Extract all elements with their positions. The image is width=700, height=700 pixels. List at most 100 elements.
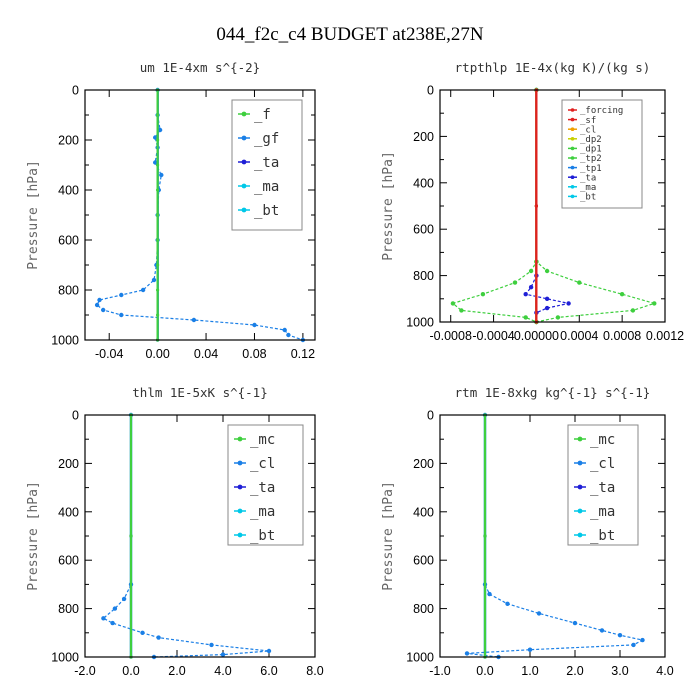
x-tick-label: -0.04 [95, 347, 124, 361]
legend-marker [241, 135, 247, 141]
data-point [121, 596, 127, 602]
data-point [487, 591, 492, 597]
data-point [617, 633, 623, 638]
data-point [101, 307, 106, 313]
data-point [119, 312, 124, 318]
data-point [191, 317, 197, 323]
legend-marker [241, 207, 247, 213]
series-line-tp2 [535, 90, 657, 323]
data-point [129, 534, 133, 538]
y-axis-label: Pressure [hPa] [381, 481, 396, 591]
chart-panel-1: um 1E-4xm s^{-2} Pressure [hPa] 0 200 400 600… [26, 60, 316, 361]
data-point [153, 135, 158, 140]
data-point [566, 301, 571, 306]
legend-marker [577, 436, 583, 442]
data-point [528, 285, 534, 290]
legend-entry: _bt [254, 203, 279, 219]
data-point [599, 628, 605, 633]
y-tick-label: 800 [58, 284, 79, 298]
legend-entry: _bt [580, 193, 596, 203]
y-tick-label: 200 [58, 134, 79, 148]
data-point [536, 611, 542, 616]
legend-marker [570, 108, 575, 112]
chart-panel-2: rtpthlp 1E-4x(kg K)/(kg s) Pressure [hPa]… [381, 60, 684, 343]
x-tick-label: 0.0008 [603, 329, 641, 343]
data-point [464, 651, 470, 656]
x-tick-label: 1.0 [521, 664, 538, 678]
data-point [112, 606, 118, 611]
x-tick-label: 4.0 [656, 664, 673, 678]
legend-entry: _ma [590, 504, 615, 520]
legend-entry: _f [254, 107, 271, 123]
x-tick-label: 0.12 [291, 347, 315, 361]
data-point [266, 648, 272, 654]
legend-entry: _ta [254, 155, 279, 171]
panel-title: rtpthlp 1E-4x(kg K)/(kg s) [455, 60, 651, 75]
data-point [156, 213, 160, 217]
legend-entry: _cl [590, 456, 615, 472]
data-point [156, 238, 160, 242]
legend-marker [237, 484, 243, 490]
series-line-cl [102, 415, 270, 658]
data-point [544, 305, 550, 311]
legend-entry: _tp2 [580, 154, 602, 164]
legend-marker [570, 156, 575, 160]
data-point [555, 315, 561, 320]
data-point [512, 280, 518, 285]
legend-marker [241, 159, 247, 165]
data-point [534, 204, 539, 208]
x-tick-label: 4.0 [214, 664, 231, 678]
data-point [459, 308, 464, 313]
y-tick-label: 400 [413, 176, 434, 190]
legend-entry: _ma [250, 504, 275, 520]
x-tick-label: 3.0 [611, 664, 628, 678]
legend-marker [241, 111, 247, 117]
legend-marker [577, 532, 583, 538]
data-point [483, 534, 487, 538]
legend-entry: _ta [590, 480, 615, 496]
x-tick-label: 0.0004 [560, 329, 598, 343]
data-point [157, 127, 163, 133]
series-line-dp1 [451, 90, 538, 323]
x-tick-label: 0.0 [476, 664, 493, 678]
legend-entry: _ma [580, 183, 596, 193]
legend-entry: _sf [580, 116, 596, 126]
legend-marker [570, 117, 575, 122]
y-tick-label: 400 [413, 505, 434, 519]
legend-entry: _forcing [580, 106, 623, 116]
y-tick-label: 200 [413, 457, 434, 471]
data-point [640, 637, 645, 643]
legend-marker [570, 194, 575, 199]
data-point [523, 315, 528, 320]
legend-box [561, 99, 643, 209]
chart-panel-3: thlm 1E-5xK s^{-1} Pressure [hPa] 0 200 400 6… [26, 385, 324, 678]
data-point [156, 288, 160, 292]
y-tick-label: 400 [58, 184, 79, 198]
legend-marker [570, 165, 575, 170]
panel-title: um 1E-4xm s^{-2} [140, 60, 260, 75]
x-tick-label: 0.04 [194, 347, 218, 361]
data-point [156, 163, 160, 167]
data-point [252, 322, 257, 328]
series-line-ta [524, 90, 569, 322]
y-tick-label: 0 [72, 84, 79, 98]
data-point [159, 172, 164, 178]
y-tick-label: 600 [58, 554, 79, 568]
data-point [94, 302, 100, 308]
data-point [101, 616, 106, 621]
legend-entry: _mc [250, 432, 275, 448]
data-point [156, 113, 160, 117]
figure-title: 044_f2c_c4 BUDGET at238E,27N [216, 24, 483, 45]
y-tick-label: 800 [58, 602, 79, 616]
data-point [153, 160, 158, 165]
data-point [110, 620, 115, 626]
legend-marker [570, 175, 575, 179]
legend-marker [577, 508, 583, 514]
data-point [119, 292, 124, 298]
data-point [572, 620, 578, 626]
x-tick-label: 0.00 [145, 347, 169, 361]
legend-entry: _ta [580, 173, 596, 183]
data-point [577, 280, 582, 285]
legend-marker [237, 460, 243, 466]
